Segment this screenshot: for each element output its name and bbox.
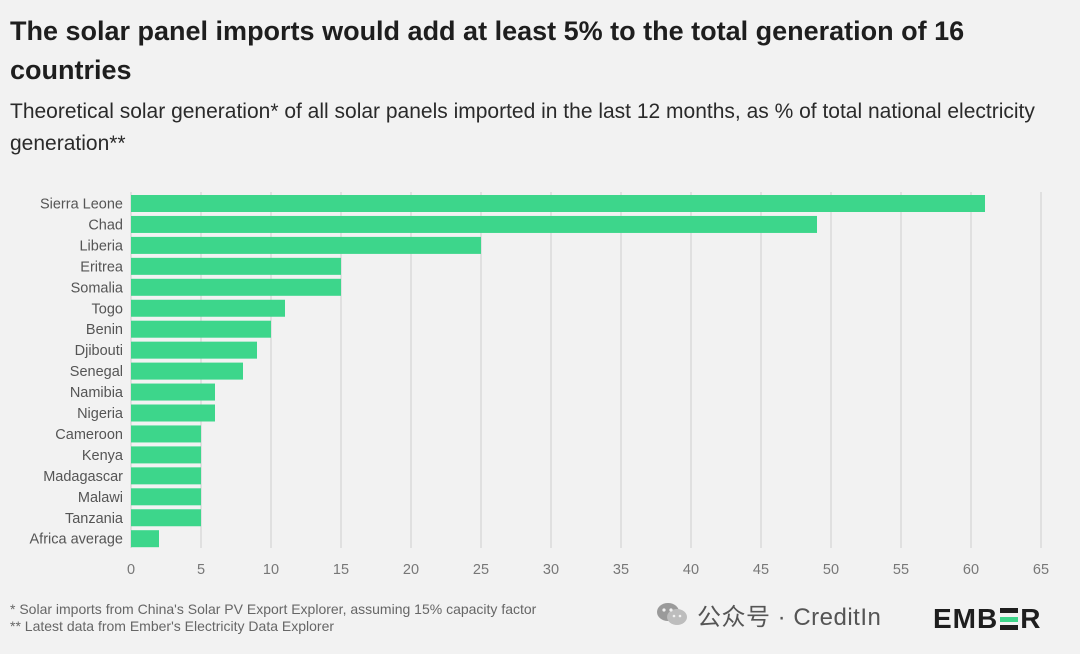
bar: [131, 509, 201, 527]
category-label: Eritrea: [80, 259, 124, 275]
bar: [131, 404, 215, 422]
category-label: Kenya: [82, 448, 124, 464]
category-label: Africa average: [30, 532, 124, 548]
chart-subtitle: Theoretical solar generation* of all sol…: [10, 100, 1035, 155]
category-label: Sierra Leone: [40, 197, 123, 213]
watermark: 公众号 · CreditIn: [655, 596, 886, 632]
category-label: Djibouti: [75, 343, 123, 359]
bar: [131, 362, 243, 380]
x-tick-label: 45: [753, 562, 769, 578]
bar: [131, 425, 201, 443]
x-tick-label: 15: [333, 562, 349, 578]
category-label: Madagascar: [43, 469, 123, 485]
bar: [131, 278, 341, 296]
category-label: Somalia: [71, 280, 124, 296]
footnote-2: ** Latest data from Ember's Electricity …: [10, 618, 335, 634]
bar: [131, 236, 481, 254]
bar: [131, 467, 201, 485]
x-tick-label: 40: [683, 562, 699, 578]
x-tick-label: 25: [473, 562, 489, 578]
x-tick-label: 65: [1033, 562, 1049, 578]
chart-title: The solar panel imports would add at lea…: [10, 16, 965, 85]
bar: [131, 299, 285, 317]
logo-text-end: R: [1020, 603, 1042, 634]
bar: [131, 530, 159, 548]
x-tick-label: 60: [963, 562, 979, 578]
bar-chart: Sierra Leone Chad Liberia Eritrea Somalia Tog…: [30, 192, 1049, 578]
bars: [131, 195, 985, 548]
x-tick-label: 35: [613, 562, 629, 578]
x-tick-labels: 0 5 10 15 20 25 30 35 40 45 50 55 60 65: [127, 562, 1049, 578]
bar: [131, 215, 817, 233]
bar: [131, 488, 201, 506]
footnote-1: * Solar imports from China's Solar PV Ex…: [10, 601, 537, 617]
category-labels: Sierra Leone Chad Liberia Eritrea Somalia Tog…: [30, 197, 124, 548]
watermark-text: 公众号 · CreditIn: [697, 603, 882, 631]
bar: [131, 341, 257, 359]
category-label: Benin: [86, 322, 123, 338]
logo-text-start: EMB: [933, 603, 999, 634]
x-tick-label: 30: [543, 562, 559, 578]
wechat-icon: [657, 603, 687, 625]
bar: [131, 383, 215, 401]
x-tick-label: 10: [263, 562, 279, 578]
category-label: Liberia: [79, 238, 123, 254]
x-tick-label: 50: [823, 562, 839, 578]
x-tick-label: 20: [403, 562, 419, 578]
category-label: Malawi: [78, 490, 123, 506]
category-label: Namibia: [70, 385, 124, 401]
bar: [131, 195, 985, 212]
category-label: Senegal: [70, 364, 123, 380]
x-tick-label: 5: [197, 562, 205, 578]
x-tick-label: 0: [127, 562, 135, 578]
category-label: Chad: [88, 217, 123, 233]
bar: [131, 257, 341, 275]
category-label: Cameroon: [55, 427, 123, 443]
ember-logo: EMB R: [933, 603, 1041, 635]
bar: [131, 446, 201, 464]
bar: [131, 320, 271, 338]
category-label: Tanzania: [65, 511, 124, 527]
logo-e-mark: [1000, 608, 1019, 630]
category-label: Nigeria: [77, 406, 124, 422]
category-label: Togo: [92, 301, 123, 317]
x-tick-label: 55: [893, 562, 909, 578]
